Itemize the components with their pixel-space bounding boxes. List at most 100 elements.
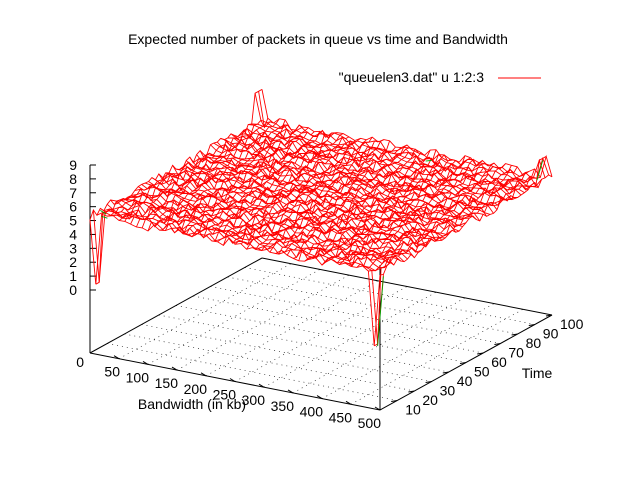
- y-tick-mark: [459, 362, 467, 364]
- y-tick-label: 60: [491, 354, 507, 370]
- y-tick-mark: [545, 314, 553, 317]
- x-tick-mark: [374, 406, 381, 411]
- y-tick-label: 70: [508, 345, 524, 361]
- x-tick-mark: [258, 383, 265, 388]
- x-tick-label: 250: [213, 387, 237, 403]
- z-tick-label: 9: [69, 157, 77, 173]
- back-left-axis-line: [89, 257, 263, 354]
- y-tick-label: 90: [543, 326, 559, 342]
- y-tick-mark: [528, 324, 535, 326]
- z-tick-label: 7: [69, 185, 77, 201]
- surface-line-bandwidth: [135, 127, 309, 228]
- z-tick-label: 3: [69, 240, 77, 256]
- y-tick-label: 100: [560, 316, 584, 332]
- x-tick-label: 300: [242, 392, 266, 408]
- y-tick-label: 30: [440, 383, 456, 399]
- surface-line-bandwidth: [350, 174, 524, 267]
- surface-line-bandwidth: [141, 131, 315, 229]
- legend-entry-label: "queuelen3.dat" u 1:2:3: [339, 69, 485, 85]
- surface-line-bandwidth: [345, 166, 518, 267]
- z-tick-label: 2: [69, 254, 77, 270]
- x-tick-mark: [316, 395, 323, 400]
- y-tick-mark: [408, 390, 415, 393]
- back-axis-line: [261, 257, 553, 316]
- x-tick-label: 200: [184, 381, 208, 397]
- grid-line-bandwidth: [205, 280, 379, 377]
- surface-line-bandwidth: [147, 131, 321, 232]
- x-tick-mark: [113, 355, 120, 360]
- z-tick-label: 0: [69, 282, 77, 298]
- surface-line-bandwidth: [246, 148, 419, 250]
- surface-line-bandwidth: [373, 156, 547, 347]
- y-tick-mark: [494, 343, 501, 345]
- surface-underside-segment: [425, 159, 432, 162]
- y-tick-label: 40: [457, 373, 473, 389]
- surface-line-bandwidth: [89, 89, 263, 221]
- grid-line-bandwidth: [147, 269, 321, 365]
- surface-line-bandwidth: [222, 146, 396, 246]
- surface-line-bandwidth: [379, 174, 553, 276]
- surface-line-bandwidth: [164, 132, 338, 231]
- y-tick-mark: [477, 352, 484, 355]
- z-tick-label: 1: [69, 268, 77, 284]
- grid-line-time: [175, 305, 467, 363]
- surface-line-bandwidth: [107, 118, 280, 217]
- surface-line-bandwidth: [240, 147, 414, 246]
- chart-title: Expected number of packets in queue vs t…: [128, 31, 508, 47]
- z-tick-label: 5: [69, 213, 77, 229]
- x-tick-mark: [229, 378, 236, 382]
- z-tick-label: 6: [69, 199, 77, 215]
- surface-line-time: [261, 89, 553, 179]
- z-tick-label: 8: [69, 171, 77, 187]
- surface-line-bandwidth: [286, 160, 460, 256]
- y-tick-label: 80: [526, 335, 542, 351]
- surface-line-bandwidth: [228, 147, 402, 244]
- surface-line-bandwidth: [205, 140, 379, 236]
- surface-line-bandwidth: [211, 139, 385, 242]
- surface-line-bandwidth: [95, 118, 269, 285]
- surface-line-bandwidth: [113, 119, 286, 219]
- grid-line-bandwidth: [118, 263, 292, 359]
- z-tick-label: 4: [69, 226, 77, 242]
- grid-line-time: [210, 286, 501, 344]
- grid-line-time: [141, 324, 432, 382]
- surface-underside-segment: [377, 276, 384, 346]
- x-tick-label: 400: [300, 404, 324, 420]
- surface-line-bandwidth: [257, 149, 431, 252]
- surface-underside-segment: [100, 209, 107, 215]
- x-tick-label: 350: [271, 398, 295, 414]
- surface-line-bandwidth: [194, 139, 367, 234]
- grid-line-time: [158, 314, 449, 373]
- x-tick-label: 50: [104, 364, 120, 380]
- surface-line-bandwidth: [130, 124, 303, 225]
- x-tick-label: 450: [329, 409, 353, 425]
- y-tick-mark: [442, 371, 449, 374]
- x-tick-label: 500: [358, 415, 382, 431]
- grid-line-time: [193, 295, 484, 354]
- surface-line-bandwidth: [176, 136, 350, 235]
- grid-line-time: [244, 267, 535, 325]
- surface-mesh: [89, 89, 553, 347]
- y-axis-label: Time: [522, 365, 553, 381]
- grid-line-bandwidth: [176, 274, 350, 371]
- surface-underside-segment: [101, 215, 108, 219]
- surface-line-bandwidth: [292, 155, 466, 259]
- grid-line-bandwidth: [263, 291, 437, 388]
- surface-underside-segment: [536, 160, 544, 181]
- y-tick-label: 20: [422, 392, 438, 408]
- x-axis-label: Bandwidth (in kb): [138, 396, 246, 412]
- surface-line-bandwidth: [118, 124, 292, 221]
- x-axis-ticks: 50 100 150 200 250 300 350 400 450 500: [104, 355, 382, 431]
- base-zero-label: 0: [76, 354, 84, 370]
- y-tick-mark: [391, 400, 398, 402]
- x-tick-mark: [345, 400, 352, 405]
- x-tick-mark: [200, 372, 207, 377]
- surface-line-bandwidth: [275, 154, 448, 255]
- surface-line-bandwidth: [327, 166, 500, 260]
- y-tick-label: 10: [405, 402, 421, 418]
- surface-line-bandwidth: [159, 132, 332, 231]
- surface-line-bandwidth: [269, 153, 443, 253]
- y-tick-mark: [425, 381, 432, 383]
